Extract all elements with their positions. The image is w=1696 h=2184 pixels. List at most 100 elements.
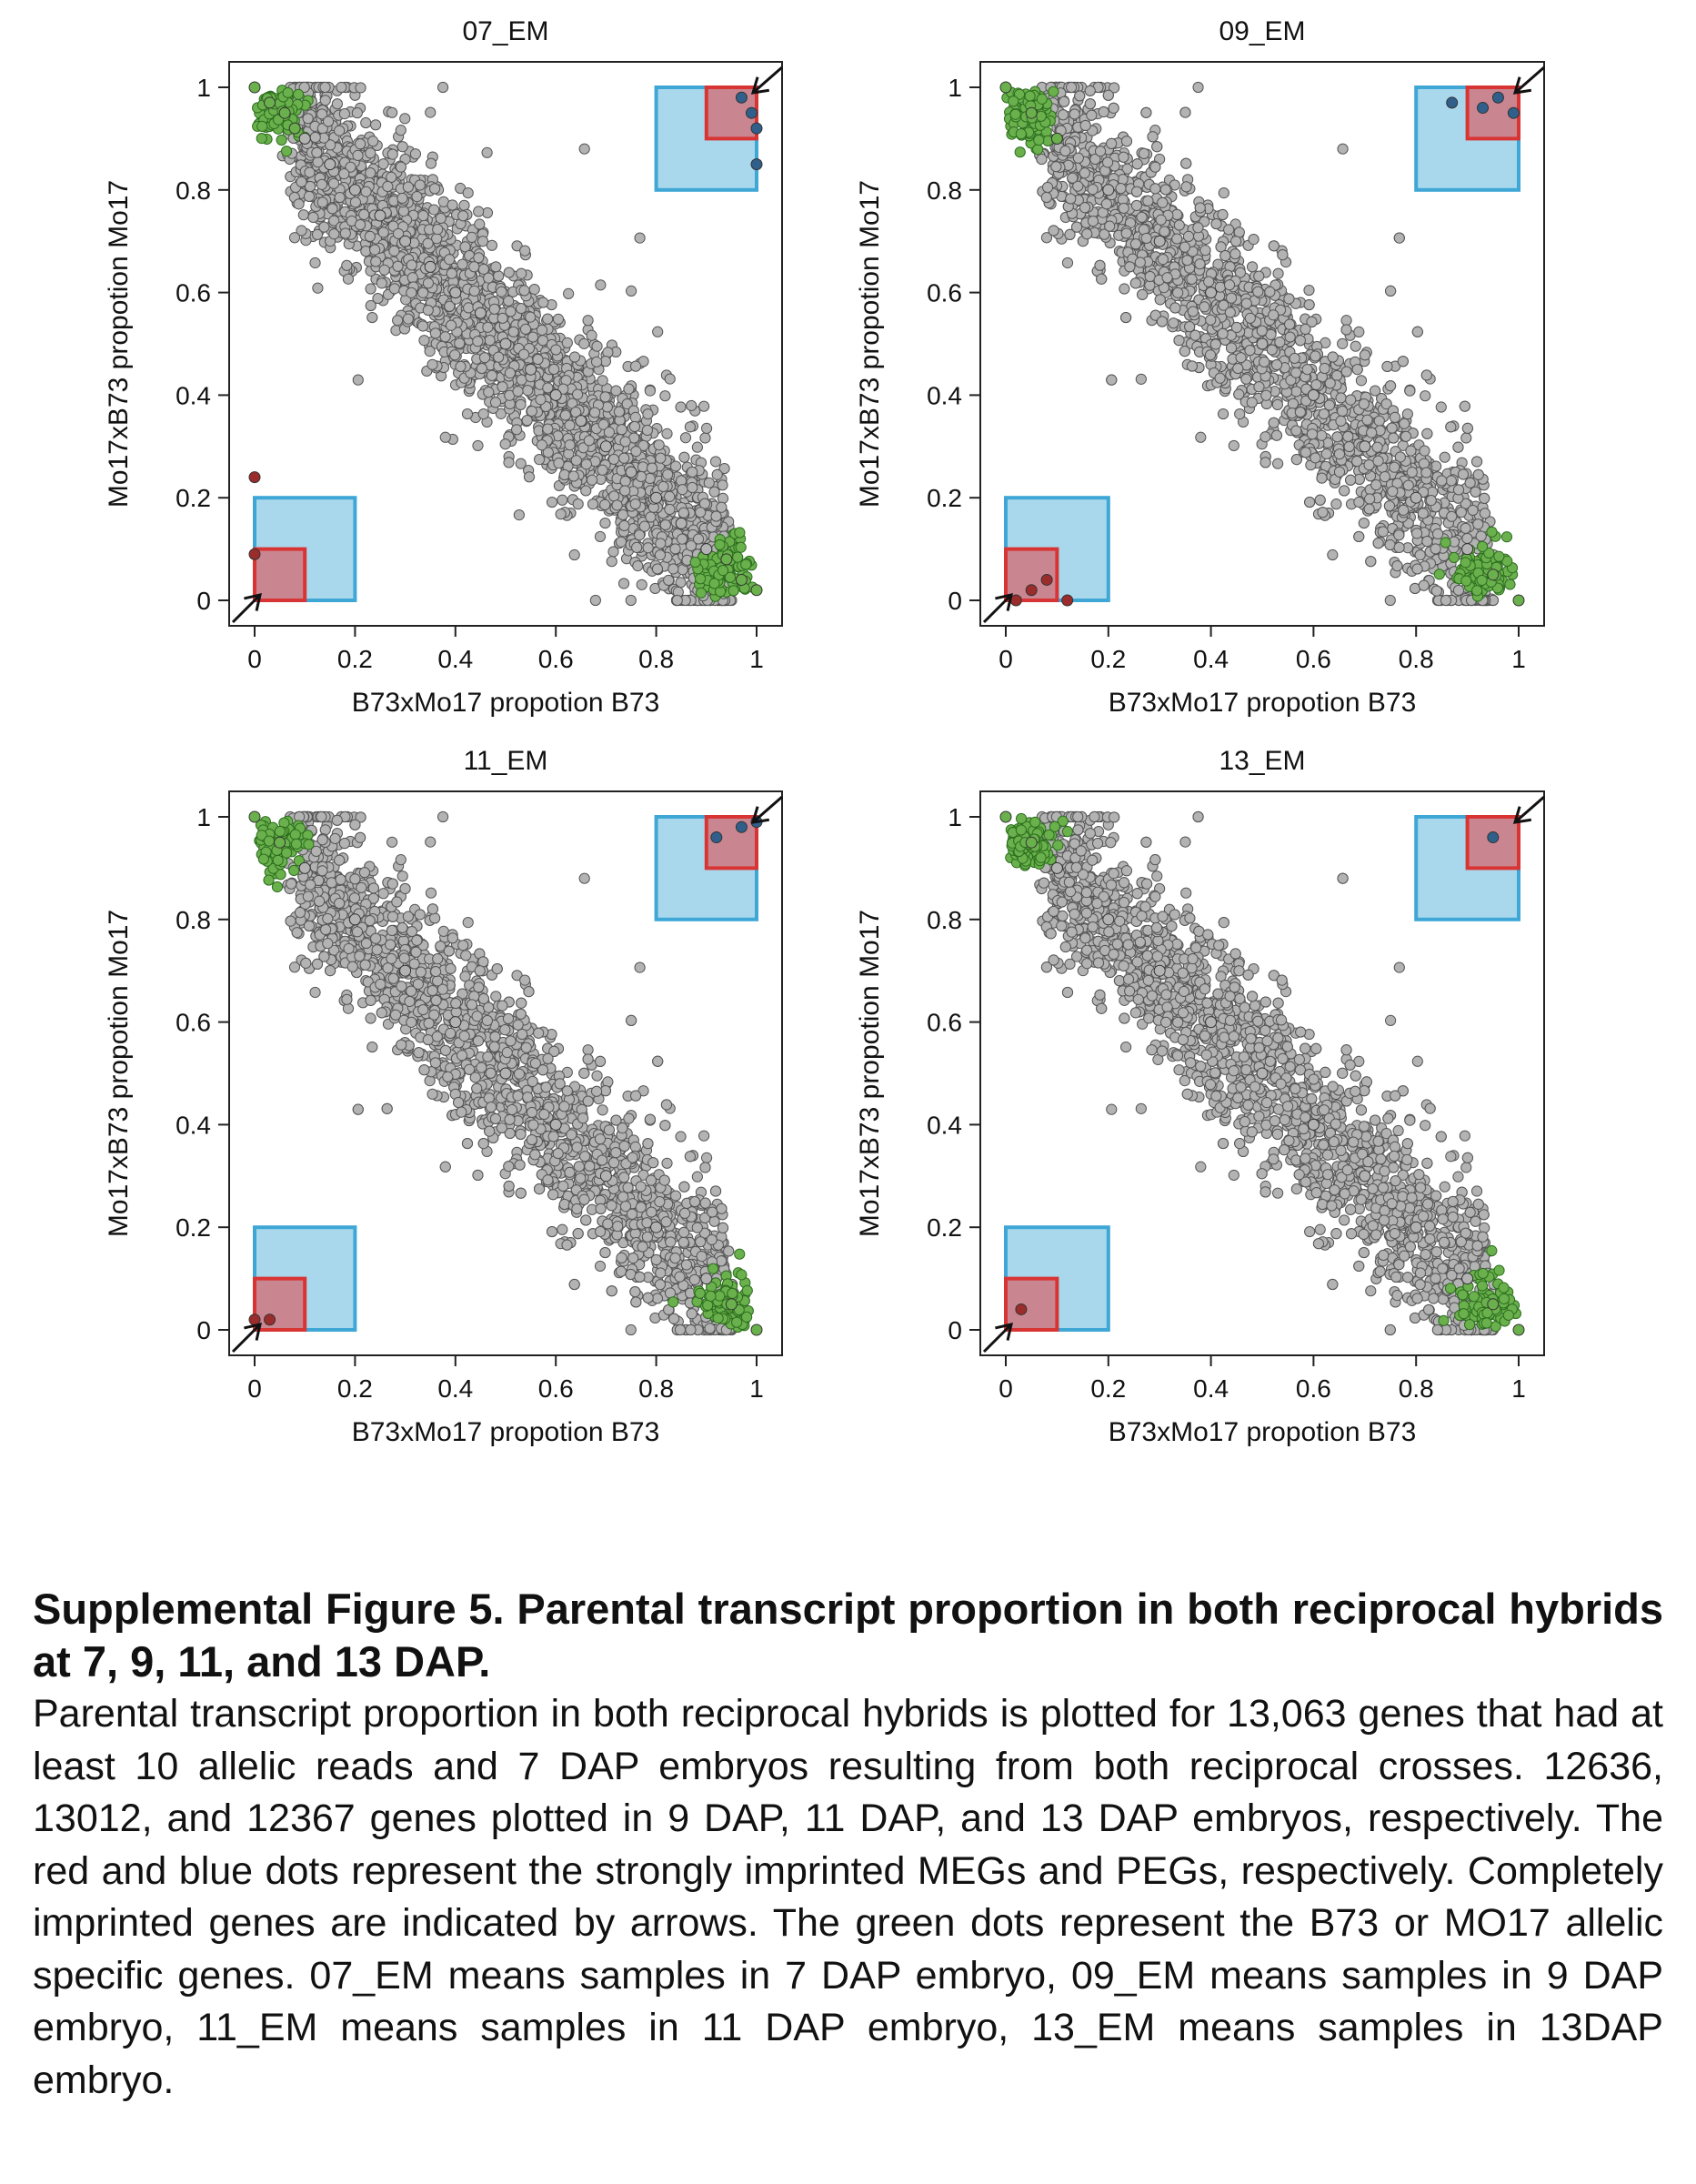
grey-point bbox=[553, 458, 565, 469]
grey-point bbox=[519, 245, 531, 257]
grey-point bbox=[1439, 451, 1450, 463]
grey-point bbox=[505, 306, 517, 317]
x-tick-label: 1 bbox=[749, 645, 764, 673]
grey-point bbox=[1420, 390, 1431, 402]
grey-point bbox=[510, 424, 523, 436]
grey-point bbox=[316, 196, 328, 208]
grey-point bbox=[1225, 342, 1238, 354]
grey-point bbox=[486, 369, 498, 381]
grey-point bbox=[676, 533, 688, 545]
grey-point bbox=[360, 246, 372, 257]
grey-point bbox=[429, 327, 442, 339]
grey-point bbox=[677, 507, 689, 518]
grey-point bbox=[1353, 326, 1365, 337]
grey-point bbox=[445, 319, 457, 331]
grey-point bbox=[686, 399, 697, 412]
grey-point bbox=[493, 351, 505, 363]
grey-point bbox=[1340, 324, 1352, 336]
series-0-point bbox=[625, 466, 637, 478]
grey-point bbox=[483, 387, 495, 398]
grey-point bbox=[1327, 549, 1339, 561]
grey-point bbox=[1290, 386, 1302, 398]
grey-point bbox=[1248, 234, 1259, 246]
grey-point bbox=[411, 191, 423, 203]
series-0-point bbox=[675, 517, 687, 529]
grey-point bbox=[489, 397, 502, 408]
grey-point bbox=[572, 498, 584, 510]
grey-point bbox=[377, 158, 389, 170]
grey-point bbox=[1154, 294, 1166, 306]
grey-point bbox=[1168, 317, 1179, 329]
grey-point bbox=[1317, 507, 1329, 518]
grey-point bbox=[548, 363, 560, 376]
grey-point bbox=[360, 116, 372, 129]
grey-point bbox=[564, 439, 576, 451]
grey-point bbox=[432, 223, 444, 236]
grey-point bbox=[376, 277, 387, 289]
grey-point bbox=[1119, 283, 1130, 295]
y-tick-label: 0.6 bbox=[176, 279, 211, 307]
grey-point bbox=[641, 424, 653, 437]
grey-point bbox=[378, 264, 390, 276]
grey-point bbox=[296, 176, 307, 188]
x-axis-label: B73xMo17 propotion B73 bbox=[352, 688, 660, 718]
grey-point bbox=[637, 461, 649, 473]
grey-point bbox=[1365, 556, 1377, 568]
grey-point bbox=[716, 501, 728, 513]
grey-point bbox=[1135, 373, 1147, 385]
grey-point bbox=[655, 538, 667, 549]
grey-point bbox=[1102, 89, 1114, 101]
x-tick-label: 0.6 bbox=[1296, 645, 1331, 673]
grey-point bbox=[601, 401, 613, 413]
grey-point bbox=[304, 166, 316, 178]
grey-point bbox=[402, 313, 414, 325]
grey-point bbox=[1271, 398, 1283, 411]
grey-point bbox=[297, 209, 309, 221]
grey-point bbox=[516, 267, 527, 279]
grey-point bbox=[664, 503, 676, 516]
grey-point bbox=[687, 481, 698, 494]
grey-point bbox=[1218, 186, 1229, 199]
grey-point bbox=[542, 423, 554, 435]
grey-point bbox=[1203, 276, 1215, 287]
grey-point bbox=[1467, 504, 1479, 517]
grey-point bbox=[550, 344, 562, 356]
grey-point bbox=[671, 594, 683, 607]
grey-point bbox=[365, 147, 376, 159]
grey-point bbox=[634, 232, 646, 244]
grey-point bbox=[349, 196, 361, 208]
y-tick-label: 0.2 bbox=[927, 484, 962, 512]
grey-point bbox=[318, 221, 330, 233]
x-tick-label: 0.4 bbox=[1193, 645, 1229, 673]
grey-point bbox=[644, 385, 656, 397]
series-0-point bbox=[700, 543, 713, 556]
grey-point bbox=[1405, 445, 1417, 457]
grey-point bbox=[417, 287, 429, 298]
grey-point bbox=[1460, 432, 1472, 444]
grey-point bbox=[309, 131, 321, 144]
grey-point bbox=[675, 401, 687, 413]
panel-title: 07_EM bbox=[462, 16, 548, 46]
grey-point bbox=[652, 326, 664, 337]
grey-point bbox=[618, 452, 630, 464]
grey-point bbox=[395, 161, 407, 173]
grey-point bbox=[1129, 277, 1141, 289]
grey-point bbox=[630, 446, 642, 458]
grey-point bbox=[645, 511, 657, 523]
grey-point bbox=[377, 226, 389, 238]
green-point bbox=[689, 556, 701, 569]
grey-point bbox=[1358, 517, 1370, 529]
grey-point bbox=[546, 496, 558, 508]
series-0-point bbox=[650, 491, 663, 504]
grey-point bbox=[518, 285, 530, 297]
grey-point bbox=[528, 284, 540, 296]
series-0-point bbox=[599, 440, 612, 453]
grey-point bbox=[1384, 538, 1396, 551]
x-tick-label: 1 bbox=[1511, 645, 1526, 673]
grey-point bbox=[499, 438, 511, 450]
grey-point bbox=[503, 267, 515, 278]
grey-point bbox=[558, 468, 570, 481]
